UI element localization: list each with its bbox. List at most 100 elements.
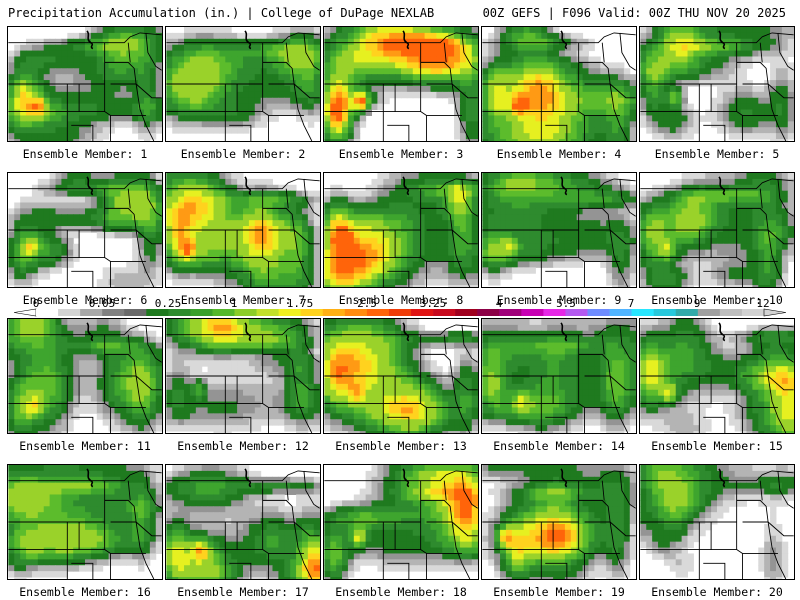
colorbar-segment: [653, 309, 677, 316]
ensemble-member-17-map: [165, 464, 321, 580]
precip-field-9: [481, 172, 637, 288]
precip-cells: [482, 319, 636, 433]
state-boundaries: [166, 468, 320, 579]
precip-field-20: [639, 464, 795, 580]
ensemble-member-label: Ensemble Member: 18: [335, 585, 467, 599]
colorbar-segment: [499, 309, 522, 316]
precip-cells: [8, 173, 162, 287]
ensemble-member-label: Ensemble Member: 7: [180, 293, 306, 307]
map-title: Precipitation Accumulation (in.) | Colle…: [8, 6, 435, 20]
precip-field-2: [165, 26, 321, 142]
colorbar-segment: [411, 309, 434, 316]
colorbar-segment: [146, 309, 169, 316]
ensemble-member-5-map: [639, 26, 795, 142]
state-boundaries: [8, 322, 162, 433]
state-boundaries: [640, 322, 794, 433]
precip-field-3: [323, 26, 479, 142]
precip-cells: [640, 27, 794, 141]
state-boundaries: [8, 468, 162, 579]
precip-cells: [324, 319, 478, 433]
ensemble-member-14-map: [481, 318, 637, 434]
state-boundaries: [482, 322, 636, 433]
ensemble-member-16-map: [7, 464, 163, 580]
precip-field-19: [481, 464, 637, 580]
ensemble-member-4-map: [481, 26, 637, 142]
ensemble-member-label: Ensemble Member: 3: [338, 147, 464, 161]
precip-field-18: [323, 464, 479, 580]
ensemble-member-20-map: [639, 464, 795, 580]
colorbar-segment: [256, 309, 279, 316]
colorbar-segment: [521, 309, 544, 316]
colorbar-tick-label: 9: [693, 297, 701, 310]
colorbar-tick-label: 1: [230, 297, 238, 310]
colorbar-segment: [565, 309, 588, 316]
precip-colorbar: [14, 308, 786, 317]
state-boundaries: [324, 176, 478, 287]
colorbar-segment: [124, 309, 147, 316]
state-boundaries: [324, 322, 478, 433]
precip-field-4: [481, 26, 637, 142]
precip-cells: [482, 465, 636, 579]
state-boundaries: [482, 176, 636, 287]
ensemble-member-10-map: [639, 172, 795, 288]
ensemble-member-label: Ensemble Member: 13: [335, 439, 467, 453]
precip-field-14: [481, 318, 637, 434]
precip-cells: [640, 319, 794, 433]
ensemble-member-label: Ensemble Member: 14: [493, 439, 625, 453]
ensemble-member-label: Ensemble Member: 10: [651, 293, 783, 307]
colorbar-segment: [234, 309, 257, 316]
ensemble-member-label: Ensemble Member: 11: [19, 439, 151, 453]
ensemble-member-9-map: [481, 172, 637, 288]
colorbar-segment: [719, 309, 743, 316]
precip-field-6: [7, 172, 163, 288]
colorbar-segment: [587, 309, 610, 316]
ensemble-member-18-map: [323, 464, 479, 580]
state-boundaries: [8, 176, 162, 287]
ensemble-member-15-map: [639, 318, 795, 434]
state-boundaries: [166, 322, 320, 433]
state-boundaries: [482, 468, 636, 579]
colorbar-tick-label: 0: [32, 297, 40, 310]
ensemble-member-label: Ensemble Member: 9: [496, 293, 622, 307]
precip-cells: [324, 27, 478, 141]
precip-cells: [8, 319, 162, 433]
precip-field-17: [165, 464, 321, 580]
colorbar-segment: [300, 309, 324, 316]
state-boundaries: [640, 468, 794, 579]
colorbar-segment: [366, 309, 390, 316]
precip-cells: [166, 27, 320, 134]
colorbar-tick-label: 1.75: [286, 297, 314, 310]
colorbar-segment: [388, 309, 412, 316]
precip-cells: [482, 173, 636, 287]
ensemble-member-12-map: [165, 318, 321, 434]
state-boundaries: [482, 30, 636, 141]
valid-time-label: 00Z GEFS | F096 Valid: 00Z THU NOV 20 20…: [482, 6, 786, 20]
precip-field-7: [165, 172, 321, 288]
state-boundaries: [324, 30, 478, 141]
precip-field-1: [7, 26, 163, 142]
colorbar-segment: [609, 309, 632, 316]
ensemble-member-label: Ensemble Member: 8: [338, 293, 464, 307]
colorbar-segment: [278, 309, 302, 316]
colorbar-tick-label: 0.25: [154, 297, 182, 310]
precip-field-11: [7, 318, 163, 434]
colorbar-segment: [344, 309, 368, 316]
colorbar-tick-label: 12: [756, 297, 770, 310]
colorbar-tick-label: 3.25: [419, 297, 447, 310]
precip-field-16: [7, 464, 163, 580]
ensemble-member-7-map: [165, 172, 321, 288]
ensemble-member-13-map: [323, 318, 479, 434]
ensemble-member-label: Ensemble Member: 16: [19, 585, 151, 599]
colorbar-max-arrow: [763, 308, 786, 317]
ensemble-member-label: Ensemble Member: 12: [177, 439, 309, 453]
colorbar-segment: [433, 309, 456, 316]
state-boundaries: [640, 176, 794, 287]
ensemble-member-label: Ensemble Member: 6: [22, 293, 148, 307]
ensemble-member-label: Ensemble Member: 20: [651, 585, 783, 599]
colorbar-segment: [455, 309, 478, 316]
state-boundaries: [8, 30, 162, 141]
state-boundaries: [166, 176, 320, 287]
colorbar-segment: [36, 309, 59, 316]
ensemble-member-label: Ensemble Member: 2: [180, 147, 306, 161]
colorbar-tick-label: 0.05: [88, 297, 116, 310]
